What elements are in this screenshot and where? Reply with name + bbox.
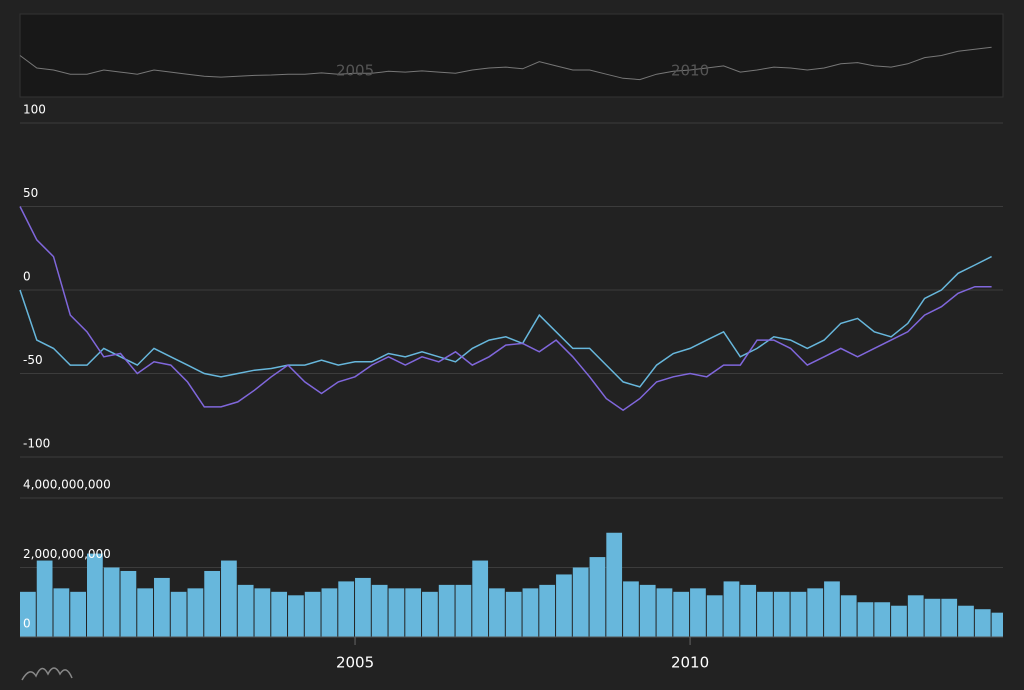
bar (204, 570, 221, 637)
y-tick-label: -100 (23, 437, 50, 451)
bar (723, 581, 740, 637)
bar (740, 584, 757, 637)
bar (639, 584, 656, 637)
bar (338, 581, 355, 637)
y-tick-label: 100 (23, 103, 46, 117)
bar (271, 591, 288, 637)
bar (907, 595, 924, 637)
bar (673, 591, 690, 637)
bar (656, 588, 673, 637)
navigator-label: 2005 (336, 62, 374, 80)
bar (941, 598, 958, 637)
bar (790, 591, 807, 637)
bar (706, 595, 723, 637)
bar (438, 584, 455, 637)
line-series (19, 206, 992, 412)
logo (21, 667, 73, 681)
bar (606, 532, 623, 637)
bar (20, 591, 36, 637)
bar (170, 591, 187, 637)
bar (87, 553, 103, 637)
bar (857, 602, 874, 637)
y-tick-label: 0 (23, 617, 31, 631)
bar (237, 584, 254, 637)
bar (355, 577, 371, 637)
bar (824, 581, 840, 637)
navigator[interactable] (19, 13, 1004, 98)
bar (924, 598, 941, 637)
bar (70, 591, 87, 637)
bar (405, 588, 422, 637)
bar (187, 588, 204, 637)
bar (572, 567, 589, 637)
bar (221, 560, 237, 637)
bar (505, 591, 522, 637)
bar (36, 560, 53, 637)
bar (807, 588, 824, 637)
bar (53, 588, 70, 637)
bar (773, 591, 790, 637)
y-tick-label: -50 (23, 353, 43, 367)
bar (472, 560, 489, 637)
bar (154, 577, 170, 637)
bar (288, 595, 304, 637)
bar (840, 595, 857, 637)
bar (690, 588, 706, 637)
navigator-line (19, 46, 992, 81)
bar (874, 602, 891, 637)
bar (539, 584, 556, 637)
bar (455, 584, 472, 637)
bar (757, 591, 773, 637)
bar (958, 605, 974, 637)
bar (120, 570, 137, 637)
bar (974, 609, 991, 637)
bar (422, 591, 438, 637)
bar (891, 605, 907, 637)
bar (623, 581, 639, 637)
x-tick-label: 2010 (671, 654, 709, 672)
x-tick-label: 2005 (336, 654, 374, 672)
bar (388, 588, 405, 637)
y-tick-label: 0 (23, 270, 31, 284)
y-tick-label: 50 (23, 186, 38, 200)
y-tick-label: 2,000,000,000 (23, 547, 111, 561)
bar (489, 588, 505, 637)
bar (103, 567, 120, 637)
line-series (19, 255, 992, 388)
bar (522, 588, 539, 637)
bar (991, 612, 1003, 637)
bar (254, 588, 271, 637)
bar (304, 591, 321, 637)
bar (137, 588, 154, 637)
y-tick-label: 4,000,000,000 (23, 478, 111, 492)
navigator-label: 2010 (671, 62, 709, 80)
bar (589, 557, 606, 637)
bar (321, 588, 338, 637)
bar (556, 574, 572, 637)
bar (371, 584, 388, 637)
